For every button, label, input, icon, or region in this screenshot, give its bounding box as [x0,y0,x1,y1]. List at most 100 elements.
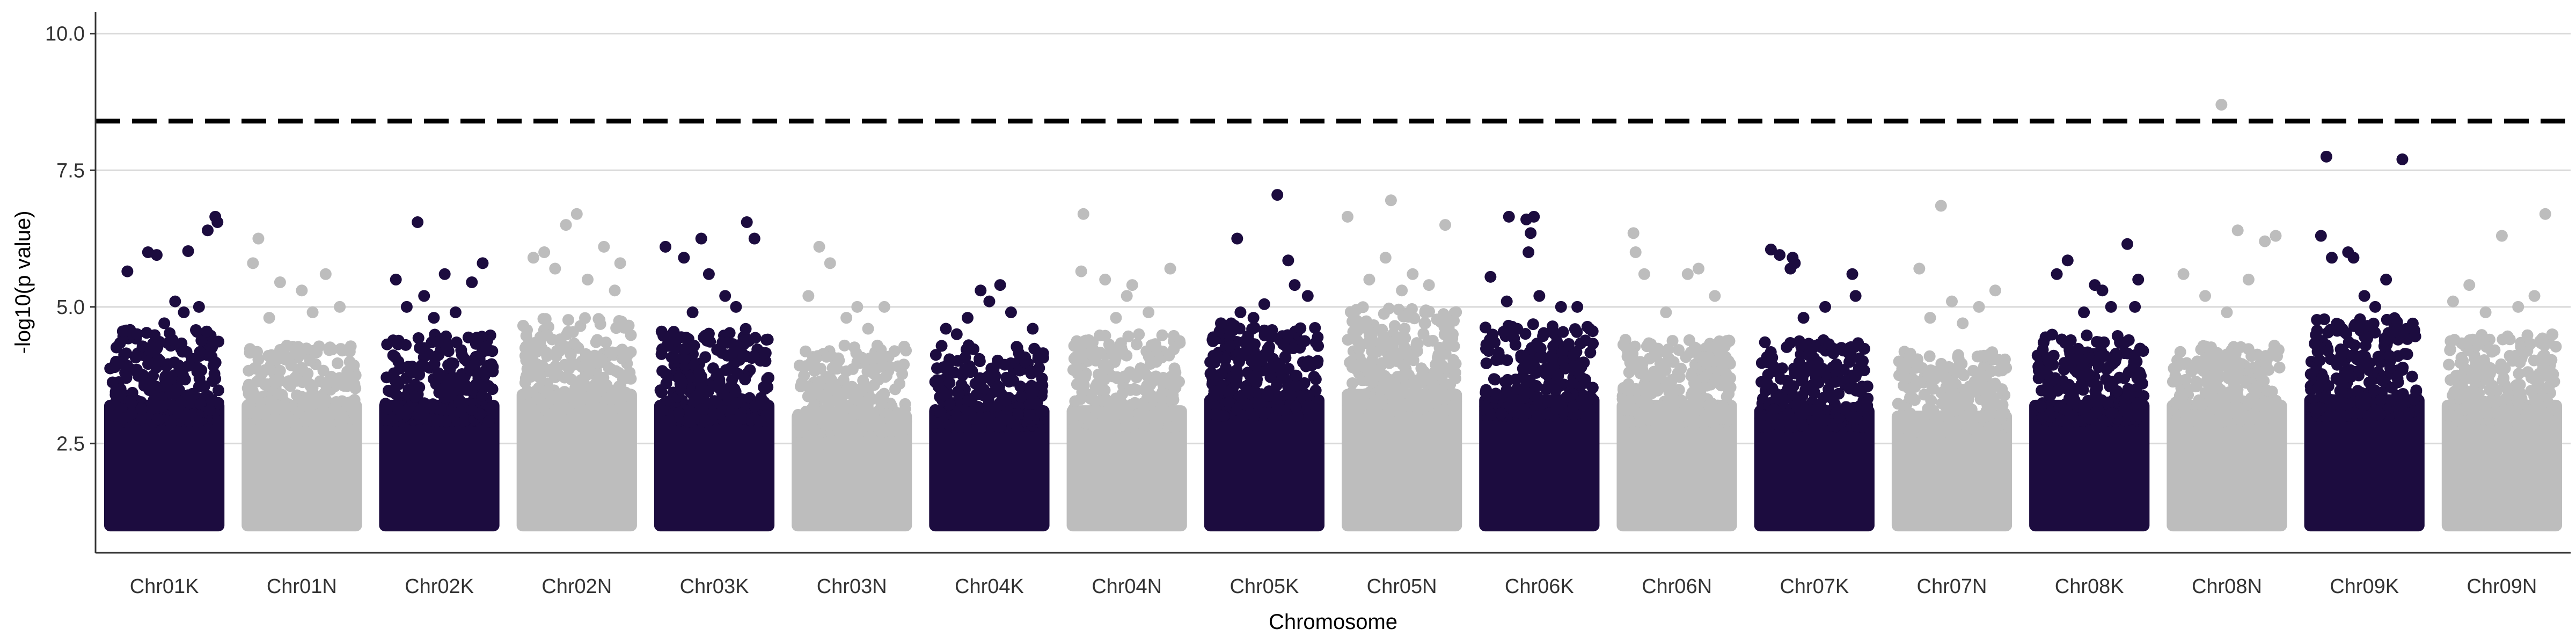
peak-point-Chr01N-1 [247,257,259,269]
scatter-point [1426,334,1439,347]
scatter-point [562,314,574,326]
scatter-point [1830,358,1842,370]
scatter-point [1581,320,1593,333]
scatter-point [814,375,826,387]
peak-point-Chr07N-2 [1946,295,1958,308]
scatter-point [660,368,672,380]
scatter-point [2396,324,2408,336]
scatter-point [442,345,455,357]
peak-point-Chr09K-8 [2369,301,2381,313]
scatter-point [2055,414,2068,427]
scatter-point [1967,364,1979,377]
peak-point-Chr03N-1 [813,240,825,253]
peak-point-Chr04N-0 [1077,208,1089,220]
peak-point-Chr04N-4 [1126,279,1138,291]
scatter-point [480,341,493,353]
scatter-point [1657,402,1670,414]
scatter-point [580,348,592,360]
scatter-point [999,358,1011,371]
chromosome-Chr08K [2029,238,2150,532]
peak-point-Chr02K-0 [390,273,402,286]
scatter-point [568,338,580,350]
x-tick-labels: Chr01K Chr01N Chr02K Chr02N Chr03K Chr03N Chr0… [130,575,2537,598]
peak-point-Chr09N-2 [2496,230,2508,242]
scatter-point [524,371,537,383]
point-cloud-Chr03N [792,411,912,532]
scatter-point [519,405,532,417]
peak-point-Chr06K-6 [1533,290,1546,302]
scatter-point [330,378,342,391]
scatter-point [1410,382,1422,394]
peak-point-Chr09K-2 [2326,252,2338,264]
scatter-point [896,368,909,380]
scatter-point [1158,376,1170,388]
x-tick-label-Chr07N: Chr07N [1917,575,1987,598]
peak-point-Chr09N-3 [2512,301,2524,313]
scatter-point [852,405,865,418]
scatter-point [940,389,952,401]
scatter-point [476,390,488,402]
scatter-point [1850,413,1863,425]
scatter-point [1666,374,1678,386]
scatter-point [192,361,204,374]
scatter-point [1264,362,1276,374]
scatter-point [1168,330,1180,342]
scatter-point [1723,335,1736,347]
scatter-point [1099,330,1111,342]
peak-point-Chr04N-2 [1099,273,1111,286]
x-tick-label-Chr07K: Chr07K [1780,575,1849,598]
scatter-point [937,361,949,374]
scatter-point [1209,408,1221,420]
scatter-point [387,349,399,362]
scatter-point [392,376,405,388]
scatter-point [2322,326,2334,339]
scatter-point [1623,396,1635,408]
peak-point-Chr01N-6 [306,306,319,318]
scatter-point [1716,362,1728,374]
peak-point-Chr01K-3 [182,245,194,257]
scatter-point [1852,365,1864,378]
scatter-point [2383,350,2396,362]
scatter-point [1364,329,1376,341]
scatter-point [2227,363,2239,376]
scatter-point [591,334,603,346]
scatter-point [1425,371,1438,384]
scatter-point [1218,409,1230,422]
scatter-point [2041,352,2054,364]
scatter-point [975,421,987,433]
chromosome-Chr07K [1754,243,1875,532]
scatter-point [583,393,596,405]
scatter-point [2321,392,2333,405]
peak-point-Chr03N-0 [802,290,815,302]
scatter-point [1502,374,1514,386]
scatter-point [113,356,125,369]
scatter-point [2311,314,2323,326]
scatter-point [565,349,577,361]
scatter-point [612,367,625,379]
scatter-point [728,346,741,358]
scatter-point [1759,420,1772,433]
peak-point-Chr01N-3 [296,284,308,297]
scatter-point [182,389,194,401]
scatter-point [735,412,747,425]
scatter-point [341,365,354,378]
scatter-point [804,357,817,369]
scatter-point [2546,328,2559,341]
scatter-point [448,357,460,370]
scatter-point [1981,398,1993,411]
scatter-point [855,352,868,364]
peak-point-Chr08N-2 [2215,99,2228,111]
peak-point-Chr02K-3 [438,268,451,280]
scatter-point [1033,353,1045,365]
scatter-point [1784,337,1796,349]
scatter-point [1952,351,1964,363]
scatter-point [1131,338,1143,350]
peak-point-Chr08N-4 [2242,273,2255,286]
scatter-point [730,397,743,409]
scatter-point [965,395,977,407]
point-cloud-Chr01K [104,399,225,532]
scatter-point [1173,376,1185,388]
scatter-point [283,377,296,390]
scatter-point [326,343,338,356]
scatter-point [1543,363,1556,376]
